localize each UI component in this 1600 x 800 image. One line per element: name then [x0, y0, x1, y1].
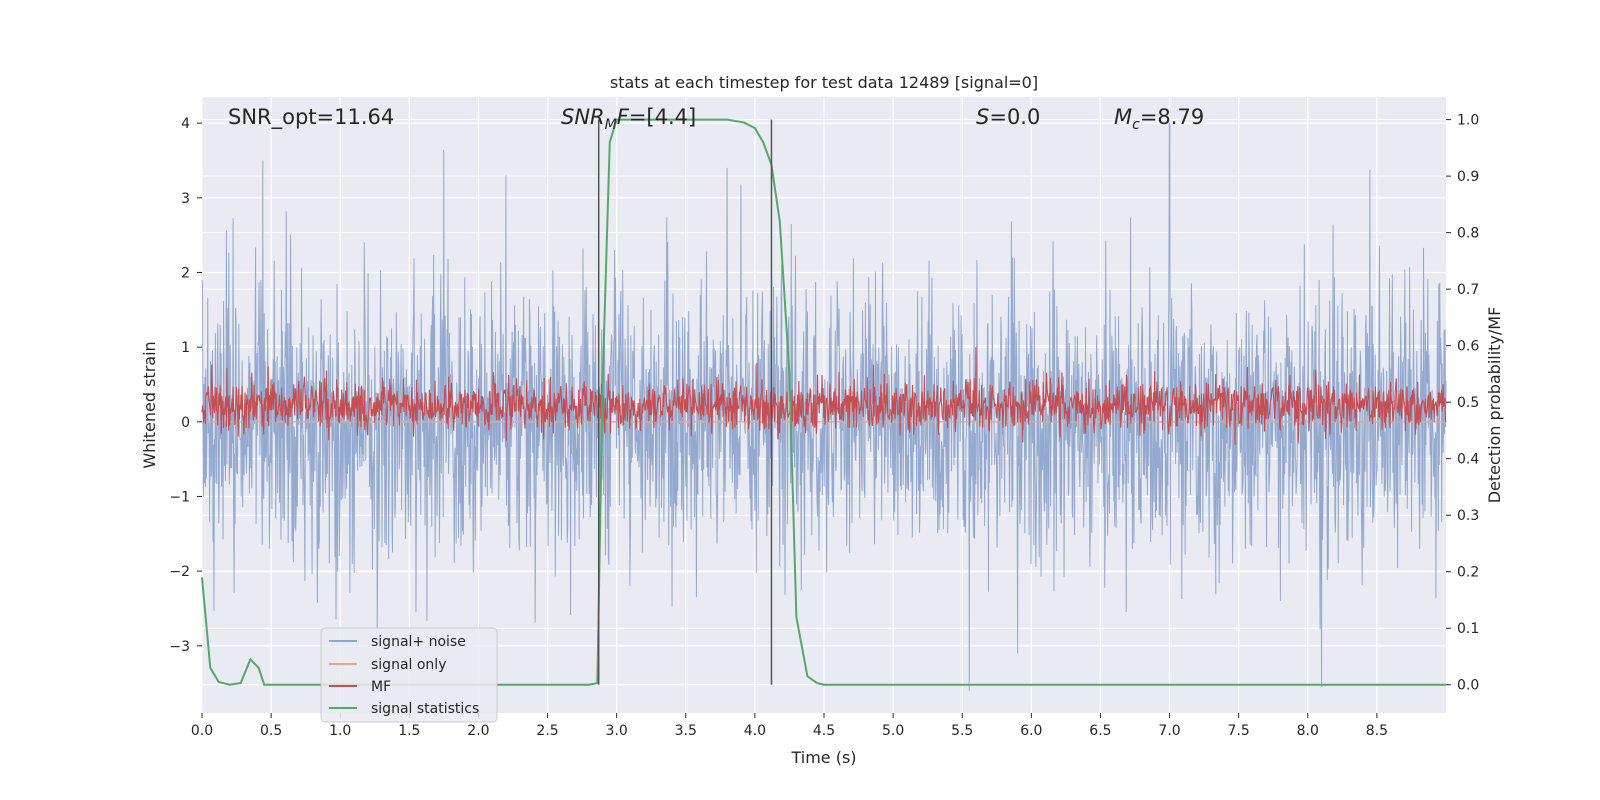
- y-right-tick-label: 0.9: [1457, 169, 1479, 185]
- x-tick-label: 2.5: [536, 723, 558, 739]
- y-left-tick-label: 2: [181, 265, 190, 281]
- y-right-tick-label: 0.7: [1457, 282, 1479, 298]
- x-tick-label: 8.0: [1297, 723, 1319, 739]
- legend: signal+ noise signal only MF signal stat…: [320, 627, 498, 723]
- y-left-tick-label: −3: [169, 639, 190, 655]
- y-right-tick-label: 0.0: [1457, 678, 1479, 694]
- x-tick-label: 8.5: [1366, 723, 1388, 739]
- y-left-tick-label: −2: [169, 564, 190, 580]
- y-right-tick-label: 0.5: [1457, 395, 1479, 411]
- y-left-tick-label: 0: [181, 415, 190, 431]
- y-axis-right: 0.0 0.1 0.2 0.3 0.4 0.5 0.6 0.7 0.8 0.9 1.0: [1446, 113, 1479, 694]
- annotation-mc: Mc=8.79: [1114, 105, 1204, 133]
- annotation-s: S=0.0: [976, 105, 1040, 129]
- series-mf: [201, 347, 1447, 446]
- x-tick-label: 4.0: [744, 723, 766, 739]
- x-tick-label: 0.0: [191, 723, 213, 739]
- x-tick-label: 4.5: [813, 723, 835, 739]
- legend-label-mf: MF: [371, 679, 391, 695]
- annotation-snr-mf: SNRMF=[4.4]: [561, 105, 696, 133]
- y-right-tick-label: 0.3: [1457, 508, 1479, 524]
- series-signal-noise: [201, 122, 1447, 691]
- x-axis-label: Time (s): [790, 748, 856, 767]
- legend-label-signal-statistics: signal statistics: [371, 701, 479, 717]
- x-tick-label: 3.5: [675, 723, 697, 739]
- x-tick-label: 7.5: [1228, 723, 1250, 739]
- y-right-tick-label: 0.8: [1457, 226, 1479, 242]
- y-right-tick-label: 0.4: [1457, 452, 1479, 468]
- chart-title: stats at each timestep for test data 124…: [610, 73, 1038, 92]
- x-tick-label: 6.5: [1089, 723, 1111, 739]
- y-right-tick-label: 1.0: [1457, 113, 1479, 129]
- y-axis-right-label: Detection probability/MF: [1485, 307, 1504, 504]
- x-tick-label: 5.5: [951, 723, 973, 739]
- y-axis-left-label: Whitened strain: [140, 341, 159, 468]
- x-tick-label: 6.0: [1020, 723, 1042, 739]
- y-left-tick-label: 3: [181, 191, 190, 207]
- x-tick-label: 1.0: [329, 723, 351, 739]
- x-tick-label: 0.5: [260, 723, 282, 739]
- y-right-tick-label: 0.2: [1457, 565, 1479, 581]
- y-right-tick-label: 0.1: [1457, 621, 1479, 637]
- x-tick-label: 1.5: [398, 723, 420, 739]
- series-layer: [201, 118, 1447, 691]
- y-left-tick-label: 4: [181, 116, 190, 132]
- legend-label-signal-noise: signal+ noise: [371, 634, 466, 650]
- x-tick-label: 2.0: [467, 723, 489, 739]
- annotations: SNR_opt=11.64 SNRMF=[4.4] S=0.0 Mc=8.79: [228, 105, 1204, 133]
- y-right-tick-label: 0.6: [1457, 339, 1479, 355]
- x-axis: 0.0 0.5 1.0 1.5 2.0 2.5 3.0 3.5 4.0 4.5 5.0 5.5 6.0 6…: [191, 713, 1388, 739]
- legend-label-signal-only: signal only: [371, 657, 446, 673]
- y-left-tick-label: 1: [181, 340, 190, 356]
- y-left-tick-label: −1: [169, 489, 190, 505]
- x-tick-label: 5.0: [882, 723, 904, 739]
- x-tick-label: 7.0: [1158, 723, 1180, 739]
- x-tick-label: 3.0: [606, 723, 628, 739]
- annotation-snr-opt: SNR_opt=11.64: [228, 105, 394, 130]
- y-axis-left: −3 −2 −1 0 1 2 3 4: [169, 116, 202, 655]
- series-signal-statistics: [201, 118, 1446, 686]
- legend-box: [320, 627, 498, 723]
- vertical-lines: [597, 119, 773, 685]
